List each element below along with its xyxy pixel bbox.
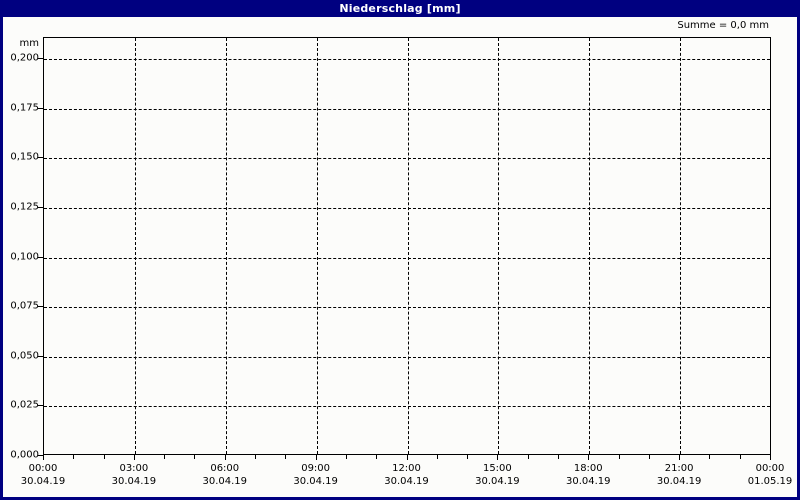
x-axis-tick-date: 30.04.19 — [656, 476, 702, 487]
window-title-bar: Niederschlag [mm] — [3, 0, 797, 17]
x-axis-tick-label: 03:00 30.04.19 — [89, 462, 179, 488]
x-axis-tick-mark — [679, 455, 681, 460]
y-axis-tick-label: 0,050 — [10, 350, 39, 362]
x-gridline — [407, 38, 409, 454]
x-axis-minor-tick-mark — [376, 455, 378, 459]
y-gridline — [44, 108, 770, 110]
y-gridline — [44, 257, 770, 259]
x-axis-minor-tick-mark — [73, 455, 75, 459]
x-axis-minor-tick-mark — [648, 455, 650, 459]
y-axis-tick-mark — [38, 206, 43, 208]
x-gridline — [316, 38, 318, 454]
x-axis-tick-date: 30.04.19 — [565, 476, 611, 487]
x-axis-minor-tick-mark — [557, 455, 559, 459]
page-title: Niederschlag [mm] — [339, 2, 461, 15]
x-axis-tick-date: 30.04.19 — [20, 476, 66, 487]
x-axis-tick-label: 21:00 30.04.19 — [634, 462, 724, 488]
x-axis-minor-tick-mark — [164, 455, 166, 459]
x-axis-tick-time: 09:00 — [301, 463, 331, 474]
x-axis-tick-label: 09:00 30.04.19 — [271, 462, 361, 488]
x-gridline — [680, 38, 682, 454]
x-axis-minor-tick-mark — [285, 455, 287, 459]
y-axis-tick-label: 0,200 — [10, 52, 39, 64]
y-axis-tick-mark — [38, 355, 43, 357]
summary-total-label: Summe = 0,0 mm — [677, 20, 769, 31]
x-axis-minor-tick-mark — [194, 455, 196, 459]
y-axis-tick-label: 0,000 — [10, 449, 39, 461]
x-axis-tick-label: 00:00 01.05.19 — [725, 462, 797, 488]
x-axis-tick-time: 06:00 — [210, 463, 240, 474]
x-gridline — [498, 38, 500, 454]
x-axis-tick-mark — [588, 455, 590, 460]
x-axis-tick-date: 30.04.19 — [475, 476, 520, 487]
x-axis-tick-time: 12:00 — [392, 463, 421, 474]
x-axis-minor-tick-mark — [618, 455, 620, 459]
y-axis-tick-mark — [38, 58, 43, 60]
x-axis-minor-tick-mark — [739, 455, 741, 459]
x-axis-minor-tick-mark — [709, 455, 711, 459]
y-gridline — [44, 207, 770, 209]
x-axis-tick-date: 30.04.19 — [111, 476, 157, 487]
x-gridline — [589, 38, 591, 454]
x-gridline — [225, 38, 227, 454]
x-axis-tick-date: 30.04.19 — [293, 476, 338, 487]
x-axis-minor-tick-mark — [467, 455, 469, 459]
x-axis-minor-tick-mark — [255, 455, 257, 459]
y-gridline — [44, 406, 770, 408]
x-axis-tick-label: 12:00 30.04.19 — [362, 462, 452, 488]
y-axis-tick-label: 0,150 — [10, 151, 39, 163]
y-axis-tick-mark — [38, 405, 43, 407]
x-axis-tick-time: 00:00 — [28, 463, 58, 474]
x-axis-tick-time: 03:00 — [119, 463, 149, 474]
y-gridline — [44, 356, 770, 358]
y-axis-tick-label: 0,100 — [10, 251, 39, 263]
y-gridline — [44, 158, 770, 160]
y-axis-tick-mark — [38, 256, 43, 258]
x-axis-tick-date: 30.04.19 — [384, 476, 429, 487]
x-axis-tick-mark — [315, 455, 317, 460]
x-axis-minor-tick-mark — [436, 455, 438, 459]
x-axis-tick-mark — [43, 455, 44, 460]
y-axis-tick-label: 0,075 — [10, 300, 39, 312]
x-axis-tick-mark — [497, 455, 499, 460]
x-axis-tick-label: 15:00 30.04.19 — [452, 462, 542, 488]
plot-area — [43, 37, 771, 455]
x-axis-tick-mark — [133, 455, 135, 460]
x-axis-tick-time: 15:00 — [482, 463, 512, 474]
x-axis-tick-time: 18:00 — [573, 463, 603, 474]
x-axis-tick-date: 30.04.19 — [202, 476, 248, 487]
y-axis-tick-mark — [38, 455, 43, 456]
y-axis-tick-mark — [38, 157, 43, 159]
x-axis-minor-tick-mark — [103, 455, 105, 459]
x-axis-tick-label: 06:00 30.04.19 — [180, 462, 270, 488]
x-axis-minor-tick-mark — [345, 455, 347, 459]
x-axis-tick-date: 01.05.19 — [747, 476, 793, 487]
y-axis-tick-label: 0,125 — [10, 201, 39, 213]
x-gridline — [134, 38, 136, 454]
y-axis-tick-mark — [38, 107, 43, 109]
x-axis-minor-tick-mark — [527, 455, 529, 459]
x-axis-tick-mark — [770, 455, 771, 460]
y-gridline — [44, 307, 770, 309]
y-axis-unit-label: mm — [19, 38, 39, 49]
y-gridline — [44, 59, 770, 61]
y-axis-tick-label: 0,025 — [10, 399, 39, 411]
y-axis-tick-label: 0,175 — [10, 102, 39, 114]
x-axis-tick-time: 21:00 — [664, 463, 694, 474]
x-axis-tick-mark — [224, 455, 226, 460]
x-axis-tick-time: 00:00 — [755, 463, 785, 474]
x-axis-tick-mark — [406, 455, 408, 460]
x-axis-tick-label: 18:00 30.04.19 — [543, 462, 633, 488]
x-axis-tick-label: 00:00 30.04.19 — [3, 462, 88, 488]
y-axis-tick-mark — [38, 306, 43, 308]
